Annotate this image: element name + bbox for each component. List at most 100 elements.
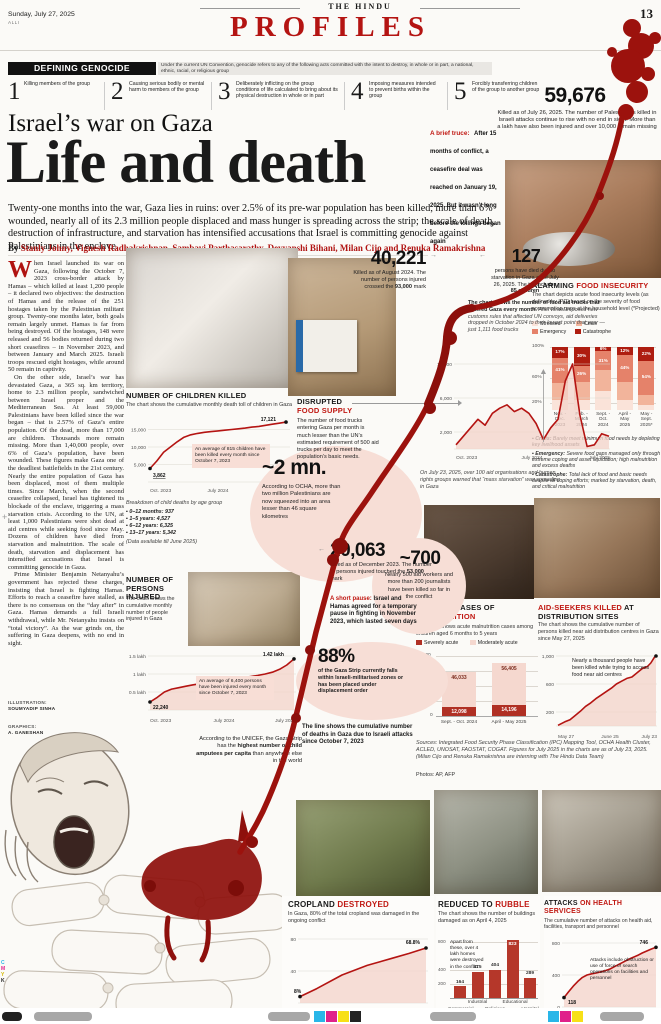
svg-text:600: 600 xyxy=(546,682,554,688)
stat-starvation-text: persons have died due to starvation in G… xyxy=(491,268,559,295)
bar-value: 823 xyxy=(508,942,517,947)
aid-seekers-annotation: Nearly a thousand people have been kille… xyxy=(572,658,650,678)
genocide-item-text: Causing serious bodily or mental harm to… xyxy=(129,81,205,94)
svg-text:80: 80 xyxy=(291,937,297,943)
cmyk-m: M xyxy=(1,966,6,972)
rubble-subtitle: The chart shows the number of buildings … xyxy=(438,911,536,924)
grief-illustration-svg xyxy=(3,732,291,1024)
svg-text:0: 0 xyxy=(557,1005,560,1011)
moderate-seg: 56,405 xyxy=(492,663,526,706)
baseline xyxy=(450,998,538,999)
svg-text:1.5 lakh: 1.5 lakh xyxy=(129,654,146,660)
genocide-item-numeral: 5 xyxy=(454,78,467,105)
print-mark-cyan xyxy=(314,1011,325,1022)
divider xyxy=(104,82,105,110)
children-killed-title: NUMBER OF CHILDREN KILLED xyxy=(126,391,247,400)
svg-text:8%: 8% xyxy=(294,989,302,995)
cmyk-y: Y xyxy=(1,972,5,978)
print-marks-strip xyxy=(0,1008,661,1024)
defining-genocide-label: DEFINING GENOCIDE xyxy=(8,62,156,75)
bar-value: 375 xyxy=(473,965,482,970)
arrow-right-icon: → xyxy=(430,252,437,259)
stat-starvation-deaths: 127 xyxy=(496,246,556,267)
stat-two-mn-text: According to OCHA, more than two million… xyxy=(262,484,341,520)
svg-text:1.42 lakh: 1.42 lakh xyxy=(263,652,284,658)
title-red: DESTROYED xyxy=(337,900,389,909)
bar-educational xyxy=(506,940,519,998)
photo-destroyed-buildings xyxy=(542,790,661,892)
print-mark-yellow xyxy=(572,1011,583,1022)
article-para-2: On the other side, Israel’s war has deva… xyxy=(8,373,124,571)
title-red: FOOD INSECURITY xyxy=(576,281,649,290)
genocide-item-text: Deliberately inflicting on the group con… xyxy=(236,81,338,100)
aid-seekers-subtitle: The chart shows the cumulative number of… xyxy=(538,622,659,642)
print-mark-cyan xyxy=(548,1011,559,1022)
print-mark xyxy=(2,1012,22,1021)
illustration-credit: ILLUSTRATION: SOUMYADIP SINHA xyxy=(8,700,55,712)
graphics-credit-name: A. GANESHAN xyxy=(8,729,44,735)
gridline xyxy=(436,656,538,657)
svg-text:200: 200 xyxy=(546,710,554,716)
stacked-bar: 12% 44% xyxy=(616,347,633,410)
svg-text:17,121: 17,121 xyxy=(261,417,277,423)
title-black: CROPLAND xyxy=(288,900,335,909)
svg-text:6,000: 6,000 xyxy=(440,396,453,402)
breakdown-note: (Data available till June 2025) xyxy=(126,539,198,546)
stat-text: Killed as of August 2024. The number of … xyxy=(353,270,426,290)
svg-text:Oct. 2023: Oct. 2023 xyxy=(150,718,171,724)
svg-text:800: 800 xyxy=(552,941,560,947)
svg-text:July 2024: July 2024 xyxy=(214,718,235,724)
xtick: April - May 2025 xyxy=(618,412,632,428)
print-mark xyxy=(600,1012,644,1021)
print-mark-magenta xyxy=(560,1011,571,1022)
svg-text:0.5 lakh: 0.5 lakh xyxy=(129,690,146,696)
stat-killed-total-text: Killed as of July 26, 2025. The number o… xyxy=(497,110,657,131)
svg-text:5,000: 5,000 xyxy=(134,463,147,469)
svg-text:22,240: 22,240 xyxy=(153,705,169,711)
breakdown-item: ▪ 6–12 years: 6,325 xyxy=(126,523,173,530)
bar-hospital xyxy=(524,977,536,998)
svg-text:15,000: 15,000 xyxy=(131,428,146,434)
svg-text:1 lakh: 1 lakh xyxy=(133,672,146,678)
persons-injured-title: NUMBER OF PERSONS INJURED xyxy=(126,575,174,602)
cropland-panel: CROPLAND DESTROYED In Gaza, 80% of the t… xyxy=(282,896,434,1024)
svg-text:July 2024: July 2024 xyxy=(522,455,543,461)
divider xyxy=(447,82,448,110)
sources: Sources: Integrated Food Security Phase … xyxy=(416,740,651,760)
print-mark xyxy=(430,1012,476,1021)
malnutrition-legend: Severely acute Moderately acute xyxy=(416,640,518,646)
genocide-item-numeral: 4 xyxy=(351,78,364,105)
severe-seg: 12,098 xyxy=(442,706,476,716)
masthead: THE HINDU xyxy=(328,2,392,11)
svg-text:400: 400 xyxy=(552,973,560,979)
food-trucks-intro: The chart shows the number of food aid t… xyxy=(468,300,605,333)
ytick: 800 xyxy=(438,938,446,944)
stat-value: 127 xyxy=(511,246,541,266)
genocide-item-text: Imposing measures intended to prevent bi… xyxy=(369,81,436,100)
registration-cross-icon: + xyxy=(2,512,8,522)
health-attacks-annotation: Attacks include obstruction or use of fo… xyxy=(590,958,654,982)
food-trucks-chart: 10,000 6,000 2,000 Oct. 2023 July 2024 J… xyxy=(437,362,610,461)
illustration-credit-label: ILLUSTRATION: xyxy=(8,700,47,705)
grief-illustration xyxy=(0,690,300,1024)
stat-88-value: 88% xyxy=(318,646,355,667)
header-rule xyxy=(0,50,661,51)
svg-text:746: 746 xyxy=(640,940,649,946)
short-pause-note: A short pause: Israel and Hamas agreed f… xyxy=(330,596,422,626)
genocide-item-numeral: 2 xyxy=(111,78,124,105)
severe-swatch-icon xyxy=(416,640,422,646)
cropland-chart: 80 40 8% 68.8% Dec. 2023 May 2024 March … xyxy=(291,937,431,1017)
svg-text:2,000: 2,000 xyxy=(440,430,453,436)
print-mark xyxy=(34,1012,92,1021)
print-mark-magenta xyxy=(326,1011,337,1022)
svg-text:Oct. 2023: Oct. 2023 xyxy=(150,488,171,494)
bar-value: 404 xyxy=(490,963,499,968)
rubble-annotation: Apart from these, over 4 lakh homes were… xyxy=(450,940,484,970)
aid-box xyxy=(296,320,357,372)
cmyk-k: K xyxy=(1,978,5,984)
section-title: PROFILES xyxy=(229,11,432,43)
svg-text:10,000: 10,000 xyxy=(437,362,452,368)
article-para-3: Prime Minister Benjamin Netanyahu’s gove… xyxy=(8,571,124,647)
headline-title: Life and death xyxy=(6,129,366,195)
stat-killed-dec-2023: 20,063 Killed as of December 2023. The n… xyxy=(330,540,442,583)
